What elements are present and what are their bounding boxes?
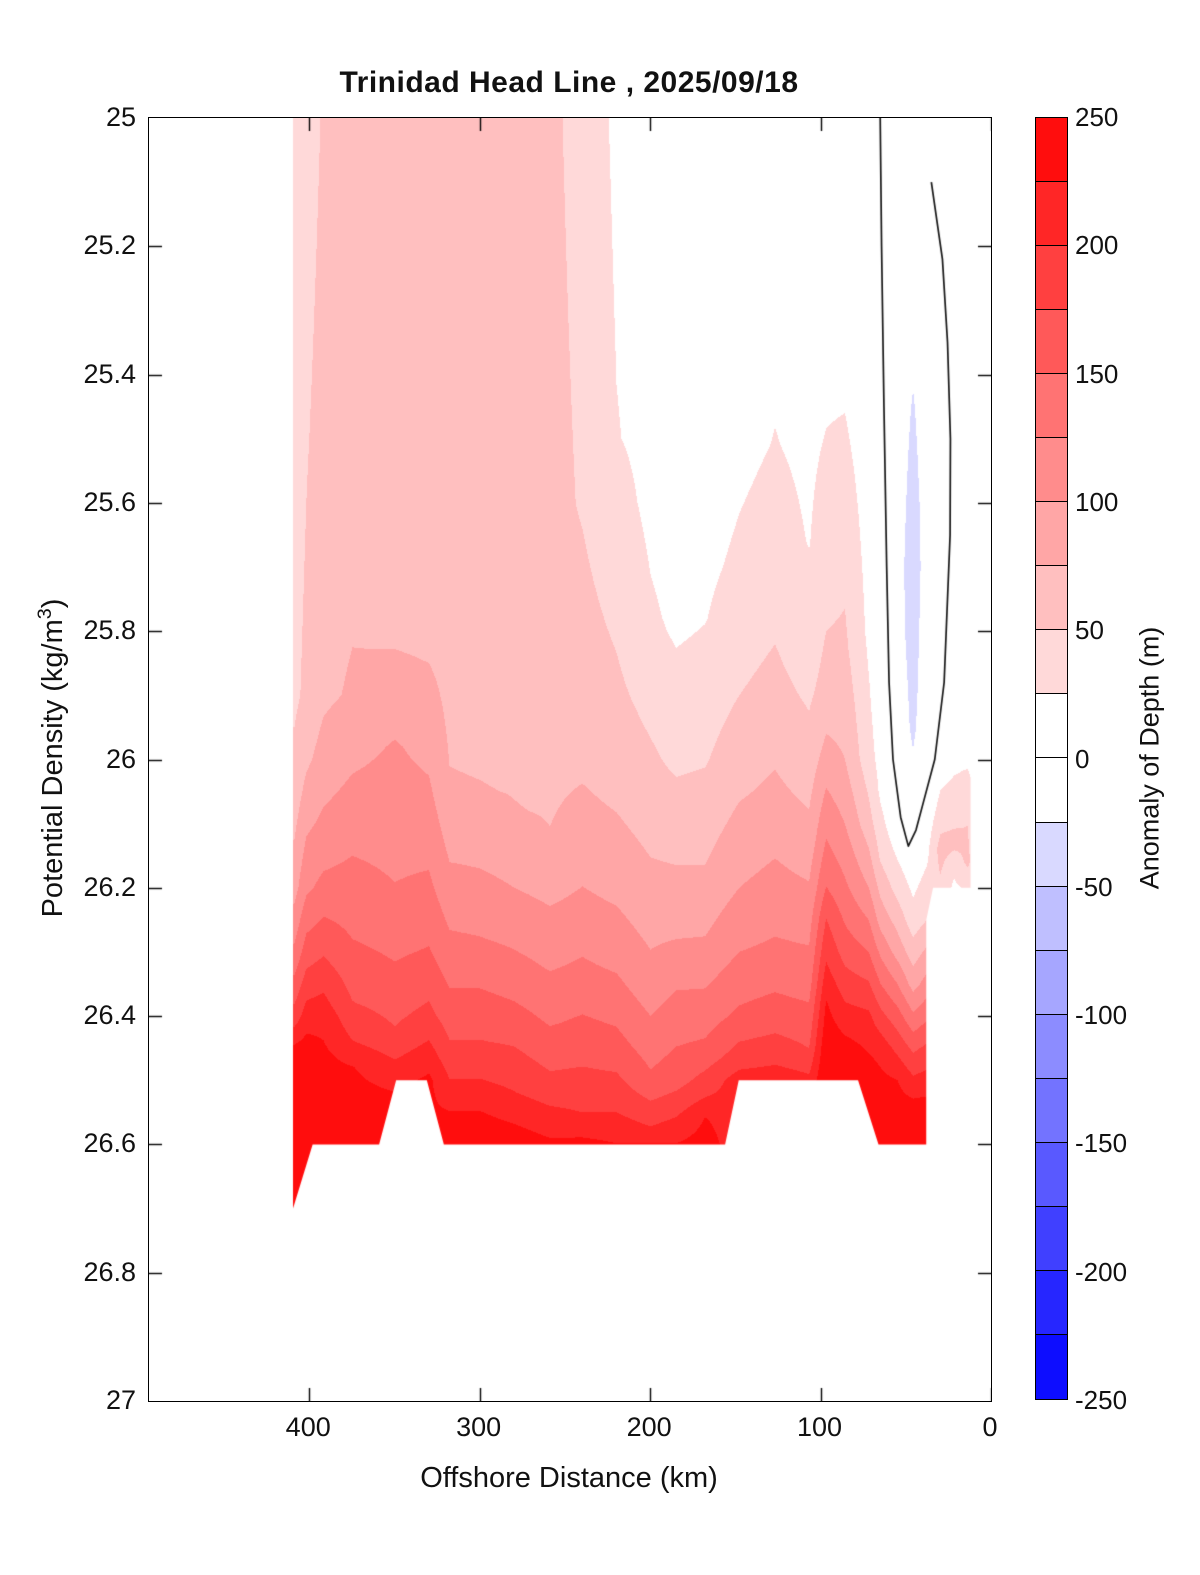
y-tick-label: 26.8 [83,1256,136,1287]
colorbar-segment [1036,758,1067,823]
colorbar-tick-label: -50 [1075,871,1113,902]
colorbar [1035,117,1068,1400]
y-tick-label: 25 [105,102,136,132]
y-tick-label: 26.4 [83,1000,136,1031]
colorbar-segment [1036,502,1067,567]
x-tick-label: 100 [797,1412,843,1442]
colorbar-segment [1036,694,1067,759]
colorbar-segment [1036,1270,1067,1335]
colorbar-segment [1036,1014,1067,1079]
y-tick-label: 25.8 [83,615,136,646]
colorbar-segment [1036,1142,1067,1207]
colorbar-tick-label: 100 [1075,486,1119,517]
colorbar-segment [1036,886,1067,951]
x-tick-label: 400 [285,1412,331,1442]
y-tick-label: 25.6 [83,486,136,517]
y-tick-label: 25.4 [83,358,136,389]
colorbar-segment [1036,630,1067,695]
colorbar-segment [1036,950,1067,1015]
x-tick-label: 200 [626,1412,672,1442]
colorbar-tick-label: 150 [1075,358,1119,389]
x-tick-label: 0 [982,1412,998,1442]
plot-area [148,117,992,1402]
colorbar-segment [1036,310,1067,375]
y-tick-label: 26.2 [83,871,136,902]
colorbar-tick-label: 250 [1075,102,1119,132]
colorbar-segment [1036,566,1067,631]
colorbar-segment [1036,1078,1067,1143]
colorbar-segment [1036,1334,1067,1399]
colorbar-tick-label: 0 [1075,743,1090,774]
colorbar-tick-label: -100 [1075,1000,1128,1031]
colorbar-segment [1036,246,1067,311]
colorbar-tick-label: 50 [1075,615,1104,646]
y-tick-label: 25.2 [83,230,136,261]
y-tick-label: 26 [105,743,136,774]
colorbar-segment [1036,118,1067,183]
colorbar-label: Anomaly of Depth (m) [1134,626,1165,890]
y-tick-label: 27 [105,1385,136,1415]
contour-canvas [149,118,991,1401]
colorbar-segment [1036,374,1067,439]
x-axis-label: Offshore Distance (km) [420,1462,718,1494]
y-tick-label: 26.6 [83,1128,136,1159]
colorbar-tick-label: -250 [1075,1385,1128,1415]
x-tick-label: 300 [456,1412,502,1442]
colorbar-segment [1036,438,1067,503]
colorbar-tick-label: -200 [1075,1256,1128,1287]
colorbar-tick-label: 200 [1075,230,1119,261]
colorbar-segment [1036,1206,1067,1271]
colorbar-segment [1036,182,1067,247]
colorbar-tick-label: -150 [1075,1128,1128,1159]
colorbar-segment [1036,822,1067,887]
page-title: Trinidad Head Line , 2025/09/18 [339,66,799,99]
